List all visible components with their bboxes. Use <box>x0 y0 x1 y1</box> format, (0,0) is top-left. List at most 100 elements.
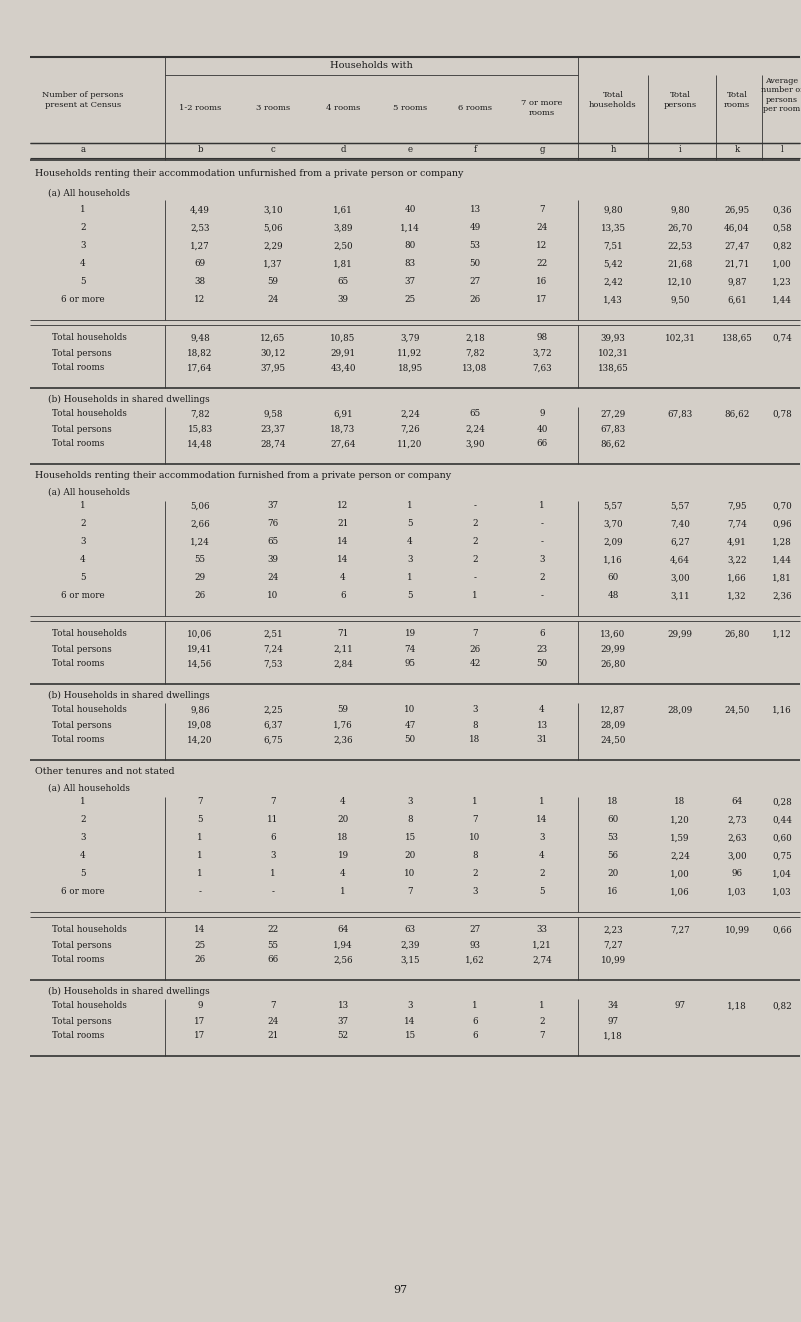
Text: 1,62: 1,62 <box>465 956 485 965</box>
Text: 3: 3 <box>80 833 86 842</box>
Text: 10,06: 10,06 <box>187 629 213 639</box>
Text: 2,84: 2,84 <box>333 660 353 669</box>
Text: 4,64: 4,64 <box>670 555 690 564</box>
Text: 18: 18 <box>469 735 481 744</box>
Text: 9: 9 <box>197 1002 203 1010</box>
Text: 1: 1 <box>472 797 478 806</box>
Text: 6 or more: 6 or more <box>61 591 105 600</box>
Text: 11,20: 11,20 <box>397 439 423 448</box>
Text: 7,82: 7,82 <box>190 410 210 419</box>
Text: Total persons: Total persons <box>52 1017 112 1026</box>
Text: (a) All households: (a) All households <box>48 488 130 497</box>
Text: -: - <box>473 574 477 583</box>
Text: 27,64: 27,64 <box>330 439 356 448</box>
Text: 19: 19 <box>405 629 416 639</box>
Text: 9,87: 9,87 <box>727 278 747 287</box>
Text: 29,99: 29,99 <box>601 645 626 653</box>
Text: i: i <box>678 145 682 155</box>
Text: 28,74: 28,74 <box>260 439 286 448</box>
Text: 4: 4 <box>539 851 545 861</box>
Text: 7,63: 7,63 <box>532 364 552 373</box>
Text: 16: 16 <box>607 887 618 896</box>
Text: 102,31: 102,31 <box>665 333 695 342</box>
Text: 65: 65 <box>268 538 279 546</box>
Text: 80: 80 <box>405 242 416 250</box>
Text: 59: 59 <box>268 278 279 287</box>
Text: 0,70: 0,70 <box>772 501 792 510</box>
Text: Number of persons
present at Census: Number of persons present at Census <box>42 91 123 108</box>
Text: 9,48: 9,48 <box>190 333 210 342</box>
Text: 22: 22 <box>268 925 279 935</box>
Text: 4: 4 <box>80 851 86 861</box>
Text: 7,26: 7,26 <box>400 424 420 434</box>
Text: 13: 13 <box>537 720 548 730</box>
Text: 86,62: 86,62 <box>724 410 750 419</box>
Text: 0,82: 0,82 <box>772 1002 792 1010</box>
Text: 2,50: 2,50 <box>333 242 352 250</box>
Text: 5: 5 <box>407 520 413 529</box>
Text: 102,31: 102,31 <box>598 349 629 357</box>
Text: 2,39: 2,39 <box>400 940 420 949</box>
Text: 0,66: 0,66 <box>772 925 792 935</box>
Text: f: f <box>473 145 477 155</box>
Text: 1,18: 1,18 <box>727 1002 747 1010</box>
Text: 14: 14 <box>405 1017 416 1026</box>
Text: 0,58: 0,58 <box>772 223 792 233</box>
Text: 23: 23 <box>537 645 548 653</box>
Text: 3: 3 <box>80 242 86 250</box>
Text: 1,76: 1,76 <box>333 720 353 730</box>
Text: 56: 56 <box>607 851 618 861</box>
Text: (a) All households: (a) All households <box>48 784 130 792</box>
Text: a: a <box>80 145 86 155</box>
Text: 8: 8 <box>407 816 413 825</box>
Text: 1: 1 <box>197 851 203 861</box>
Text: 23,37: 23,37 <box>260 424 286 434</box>
Text: 71: 71 <box>337 629 348 639</box>
Text: -: - <box>541 520 544 529</box>
Text: 4: 4 <box>340 870 346 879</box>
Text: 97: 97 <box>674 1002 686 1010</box>
Text: 1,44: 1,44 <box>772 555 792 564</box>
Text: 67,83: 67,83 <box>601 424 626 434</box>
Text: 66: 66 <box>537 439 548 448</box>
Text: 64: 64 <box>337 925 348 935</box>
Text: 6: 6 <box>472 1017 478 1026</box>
Text: 66: 66 <box>268 956 279 965</box>
Text: 24,50: 24,50 <box>600 735 626 744</box>
Text: Total
rooms: Total rooms <box>724 91 750 108</box>
Text: 14,20: 14,20 <box>187 735 213 744</box>
Text: 2: 2 <box>80 520 86 529</box>
Text: 12: 12 <box>195 296 206 304</box>
Text: 24: 24 <box>268 1017 279 1026</box>
Text: 6,27: 6,27 <box>670 538 690 546</box>
Text: 49: 49 <box>469 223 481 233</box>
Text: 7: 7 <box>270 1002 276 1010</box>
Text: 93: 93 <box>469 940 481 949</box>
Text: 2,53: 2,53 <box>191 223 210 233</box>
Text: 55: 55 <box>195 555 206 564</box>
Text: 1,03: 1,03 <box>772 887 792 896</box>
Text: 4: 4 <box>80 259 86 268</box>
Text: 20: 20 <box>607 870 618 879</box>
Text: -: - <box>541 538 544 546</box>
Text: 7,95: 7,95 <box>727 501 747 510</box>
Text: Total households: Total households <box>52 706 127 714</box>
Text: 2,23: 2,23 <box>603 925 623 935</box>
Text: 6: 6 <box>472 1031 478 1040</box>
Text: 2,09: 2,09 <box>603 538 623 546</box>
Text: 6: 6 <box>340 591 346 600</box>
Text: 7: 7 <box>472 816 478 825</box>
Text: 47: 47 <box>405 720 416 730</box>
Text: 26,80: 26,80 <box>600 660 626 669</box>
Text: 6: 6 <box>270 833 276 842</box>
Text: 7,40: 7,40 <box>670 520 690 529</box>
Text: 1,00: 1,00 <box>772 259 792 268</box>
Text: 95: 95 <box>405 660 416 669</box>
Text: 7: 7 <box>197 797 203 806</box>
Text: 13: 13 <box>469 205 481 214</box>
Text: 2,11: 2,11 <box>333 645 353 653</box>
Text: 1,66: 1,66 <box>727 574 747 583</box>
Text: 74: 74 <box>405 645 416 653</box>
Text: (b) Households in shared dwellings: (b) Households in shared dwellings <box>48 690 210 699</box>
Text: 24,50: 24,50 <box>724 706 750 714</box>
